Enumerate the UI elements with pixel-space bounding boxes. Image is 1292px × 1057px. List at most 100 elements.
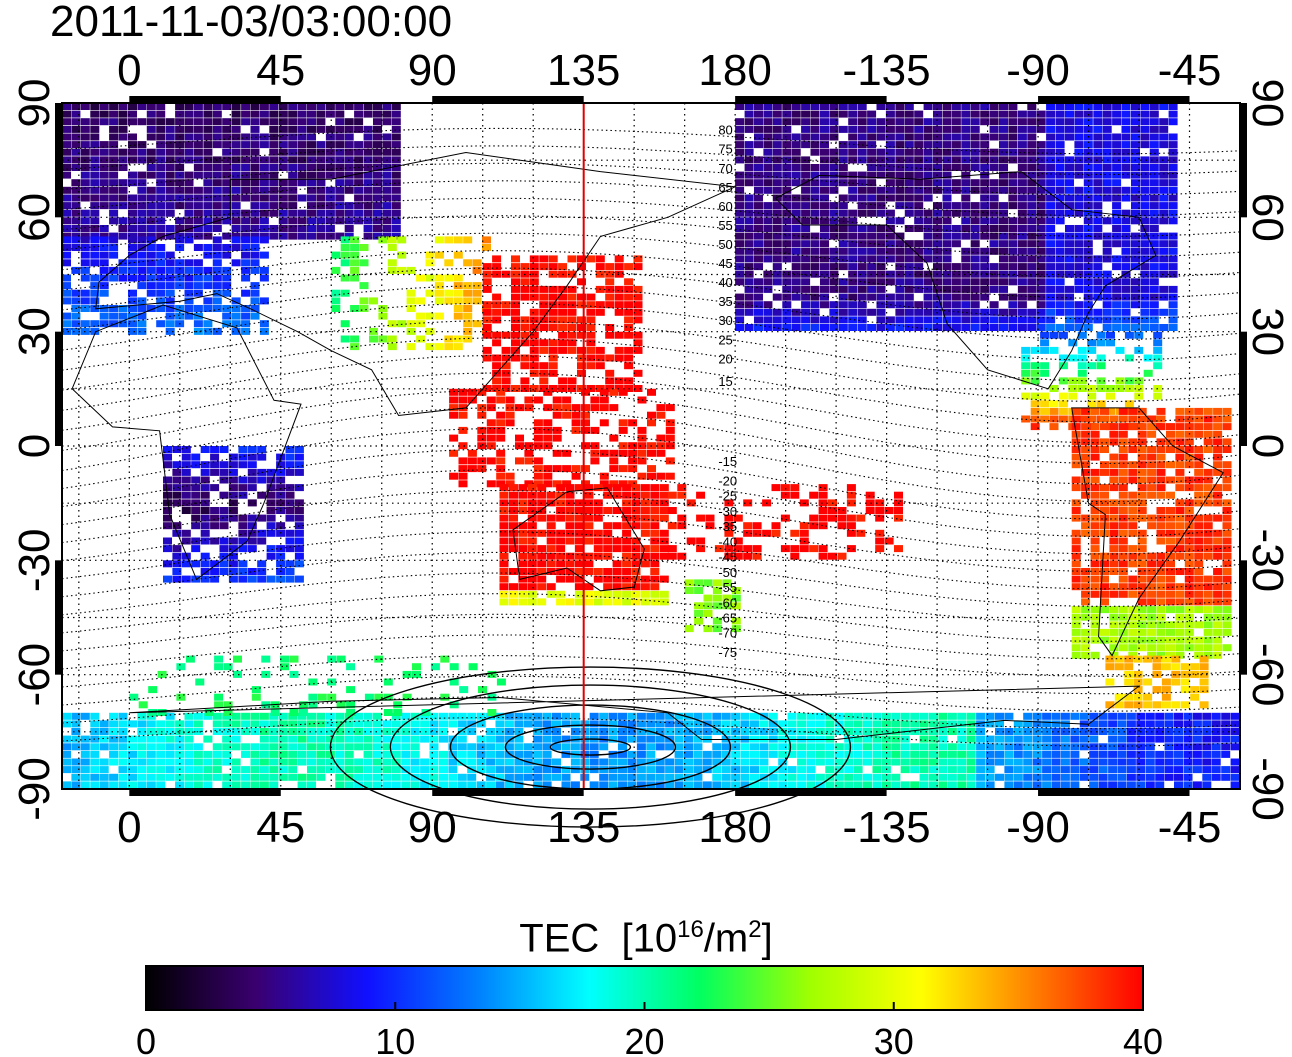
tec-cell xyxy=(1083,293,1093,301)
tec-cell xyxy=(1222,514,1232,522)
tec-cell xyxy=(467,457,477,465)
tec-cell xyxy=(618,728,627,735)
tec-cell xyxy=(247,537,257,545)
tec-cell xyxy=(257,491,267,499)
tec-cell xyxy=(482,331,492,339)
tec-cell xyxy=(876,263,886,271)
tec-cell xyxy=(1164,728,1174,735)
tec-cell xyxy=(391,179,401,187)
tec-cell xyxy=(1112,103,1122,110)
tec-cell xyxy=(212,133,222,141)
tec-cell xyxy=(1203,651,1213,659)
tec-cell xyxy=(520,324,530,331)
tec-cell xyxy=(1040,331,1050,339)
tec-cell xyxy=(382,735,392,743)
tec-cell xyxy=(712,758,722,766)
tec-cell xyxy=(1109,507,1119,514)
tec-cell xyxy=(307,125,316,133)
tec-cell xyxy=(1102,247,1112,255)
tec-cell xyxy=(90,274,100,282)
tec-cell xyxy=(241,194,251,202)
tec-cell xyxy=(1149,240,1159,248)
tec-cell xyxy=(269,728,279,735)
tec-cell xyxy=(71,148,81,156)
tec-cell xyxy=(923,133,933,141)
tec-cell xyxy=(359,244,369,251)
tec-cell xyxy=(1131,301,1140,309)
tec-cell xyxy=(744,179,754,187)
tec-cell xyxy=(750,773,759,781)
tec-cell xyxy=(363,202,373,210)
tec-cell xyxy=(439,781,448,789)
tec-cell xyxy=(574,484,584,492)
tec-cell xyxy=(1222,423,1232,431)
tec-cell xyxy=(1032,758,1042,766)
tec-cell xyxy=(193,781,203,789)
tec-cell xyxy=(165,712,175,720)
tec-cell xyxy=(1071,484,1081,492)
tec-cell xyxy=(999,308,1008,316)
tec-cell xyxy=(780,484,790,492)
tec-cell xyxy=(631,522,641,530)
tec-cell xyxy=(137,202,147,210)
tec-cell xyxy=(307,728,316,735)
tec-cell xyxy=(297,225,307,232)
tec-cell xyxy=(325,209,335,217)
tec-cell xyxy=(257,529,267,537)
tec-cell xyxy=(156,110,166,118)
tec-cell xyxy=(71,743,81,751)
tec-cell xyxy=(1159,186,1169,194)
tec-cell xyxy=(605,377,615,385)
tec-cell xyxy=(1065,308,1074,316)
tec-cell xyxy=(989,308,999,316)
tec-cell xyxy=(614,301,624,309)
tec-cell xyxy=(810,293,820,301)
tec-cell xyxy=(743,545,753,553)
tec-cell xyxy=(222,728,232,735)
tec-cell xyxy=(1140,209,1150,217)
tec-cell xyxy=(307,202,316,210)
tec-cell xyxy=(584,529,594,537)
tec-cell xyxy=(203,186,213,194)
tec-cell xyxy=(809,545,819,553)
tec-cell xyxy=(1017,225,1027,232)
tec-cell xyxy=(750,728,759,735)
tec-cell xyxy=(175,225,185,232)
tec-cell xyxy=(999,164,1008,171)
tec-cell xyxy=(495,750,505,758)
tec-cell xyxy=(463,236,473,244)
tec-cell xyxy=(238,461,248,469)
tec-cell xyxy=(307,156,316,164)
tec-cell xyxy=(674,735,684,743)
tec-cell xyxy=(458,457,468,465)
tec-cell xyxy=(1159,141,1169,149)
tec-cell xyxy=(146,743,156,751)
tec-cell xyxy=(590,442,600,450)
tec-cell xyxy=(1109,453,1119,461)
tec-cell xyxy=(387,266,397,274)
tec-cell xyxy=(740,750,750,758)
tec-cell xyxy=(985,735,995,743)
tec-cell xyxy=(1136,750,1146,758)
tec-cell xyxy=(288,148,298,156)
tec-cell xyxy=(791,270,801,278)
tec-cell xyxy=(285,560,295,568)
tec-cell xyxy=(99,773,109,781)
tec-cell xyxy=(966,743,976,751)
tec-cell xyxy=(885,247,895,255)
tec-cell xyxy=(316,743,326,751)
tec-cell xyxy=(278,194,288,202)
tec-cell xyxy=(754,194,763,202)
tec-cell xyxy=(1070,743,1080,751)
tec-cell xyxy=(524,480,534,488)
tec-cell xyxy=(914,118,924,126)
tec-cell xyxy=(1121,110,1131,118)
tec-cell xyxy=(457,728,467,735)
tec-cell xyxy=(1065,202,1074,210)
tec-cell xyxy=(285,575,295,583)
tec-cell xyxy=(735,217,745,225)
tec-cell xyxy=(1175,583,1185,591)
tec-cell xyxy=(238,453,248,461)
tec-map: 8075706560555045403530252015-15-20-25-30… xyxy=(61,102,1241,828)
tec-cell xyxy=(1168,186,1178,194)
